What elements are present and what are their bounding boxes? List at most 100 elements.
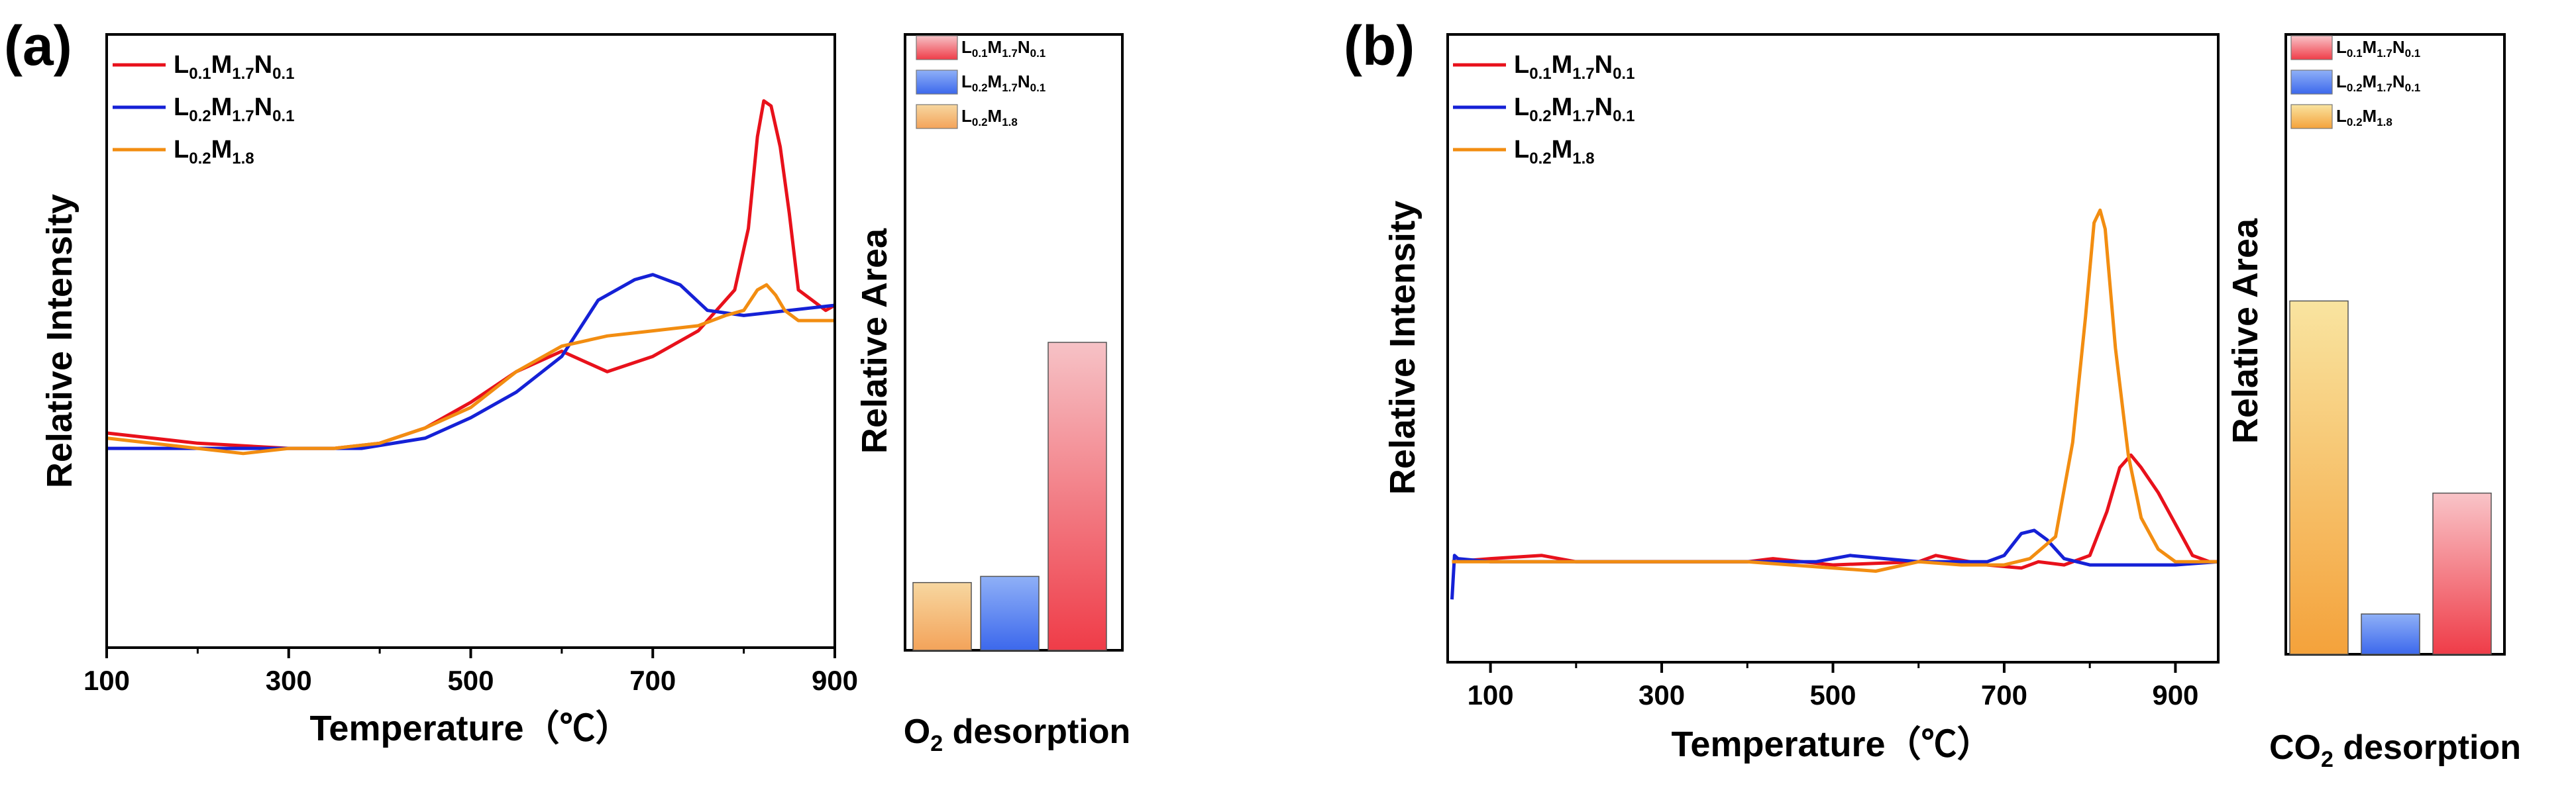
bar-y-axis-title: Relative Area [2226, 218, 2265, 444]
formula-subscript: 1.7 [232, 107, 254, 125]
formula-symbol: L [1514, 93, 1529, 121]
formula-subscript: 0.2 [1529, 107, 1551, 125]
caption-subscript: 2 [930, 731, 943, 756]
caption-text: CO [2269, 728, 2321, 767]
formula-subscript: 0.1 [2405, 81, 2421, 94]
formula-symbol: M [988, 106, 1002, 126]
x-tick-label: 300 [266, 665, 312, 696]
formula-symbol: N [2392, 37, 2405, 57]
x-tick-label: 100 [1468, 679, 1514, 711]
panel-b: (b) 100 300 500 700 900 Relative Intensity Temp… [1344, 15, 2521, 772]
bar-LM [912, 581, 972, 651]
formula-symbol: L [2336, 37, 2347, 57]
legend-label-LMN02: L0.2M1.7N0.1 [174, 93, 294, 125]
formula-subscript: 1.7 [2377, 81, 2392, 94]
bar-legend-label-LMN01: L0.1M1.7N0.1 [961, 37, 1046, 60]
formula-subscript: 1.8 [2377, 116, 2392, 128]
legend-label-LM: L0.2M1.8 [1514, 136, 1595, 168]
formula-subscript: 0.1 [272, 107, 294, 125]
formula-symbol: N [254, 51, 272, 79]
legend-label-LMN01: L0.1M1.7N0.1 [1514, 51, 1635, 83]
formula-subscript: 1.7 [1572, 65, 1594, 83]
x-tick-label: 300 [1638, 679, 1685, 711]
x-tick-label: 700 [629, 665, 676, 696]
formula-subscript: 1.8 [1572, 150, 1594, 168]
formula-symbol: L [174, 93, 189, 121]
x-axis-title: Temperature（℃） [309, 709, 631, 748]
formula-subscript: 0.2 [972, 81, 988, 94]
caption-text: desorption [943, 713, 1130, 751]
bar-legend-swatch-LMN02 [916, 70, 958, 95]
formula-symbol: L [174, 51, 189, 79]
formula-subscript: 1.7 [1002, 47, 1018, 60]
bar-legend-swatch-LM [2290, 104, 2333, 129]
formula-subscript: 0.1 [1613, 107, 1635, 125]
formula-subscript: 0.1 [2405, 47, 2421, 60]
series-line-LM [1452, 208, 2218, 573]
formula-subscript: 0.1 [189, 65, 211, 83]
caption-text: O [904, 713, 930, 751]
legend-label-LMN01: L0.1M1.7N0.1 [174, 51, 294, 83]
formula-symbol: L [961, 106, 972, 126]
formula-symbol: M [211, 136, 233, 164]
x-tick-label: 700 [1981, 679, 2027, 711]
legend-label-LMN02: L0.2M1.7N0.1 [1514, 93, 1635, 125]
formula-symbol: L [961, 72, 972, 91]
formula-symbol: L [1514, 136, 1529, 164]
legend-label-LM: L0.2M1.8 [174, 136, 254, 168]
bar-LMN02 [980, 575, 1040, 651]
formula-symbol: N [1595, 51, 1613, 79]
x-tick-label: 900 [2152, 679, 2198, 711]
bar-legend-swatch-LMN01 [916, 35, 958, 60]
formula-subscript: 0.1 [1030, 81, 1046, 94]
formula-symbol: N [1018, 72, 1030, 91]
formula-symbol: N [1595, 93, 1613, 121]
formula-subscript: 1.8 [1002, 116, 1018, 128]
caption-subscript: 2 [2321, 747, 2334, 772]
y-axis-title: Relative Intensity [1383, 201, 1422, 495]
formula-subscript: 1.7 [232, 65, 254, 83]
formula-symbol: L [2336, 106, 2347, 126]
formula-symbol: M [2363, 37, 2377, 57]
caption-text: desorption [2334, 728, 2521, 767]
bar-legend-swatch-LM [916, 104, 958, 129]
panel-label: (b) [1344, 15, 1415, 77]
formula-symbol: M [988, 72, 1002, 91]
formula-subscript: 0.2 [1529, 150, 1551, 168]
bar-legend-swatch-LMN02 [2290, 70, 2333, 95]
bar-legend-label-LM: L0.2M1.8 [2336, 106, 2392, 128]
plot-frame [105, 33, 836, 649]
formula-symbol: M [1552, 51, 1573, 79]
formula-subscript: 0.1 [972, 47, 988, 60]
formula-symbol: M [988, 37, 1002, 57]
formula-subscript: 1.8 [232, 150, 254, 168]
formula-symbol: L [174, 136, 189, 164]
formula-subscript: 0.2 [189, 150, 211, 168]
bar-legend-label-LMN02: L0.2M1.7N0.1 [961, 72, 1046, 94]
formula-symbol: M [1552, 93, 1573, 121]
formula-subscript: 0.2 [2347, 81, 2363, 94]
x-tick-label: 900 [812, 665, 858, 696]
formula-symbol: M [211, 51, 233, 79]
formula-subscript: 1.7 [1002, 81, 1018, 94]
formula-subscript: 1.7 [2377, 47, 2392, 60]
x-tick-label: 500 [1809, 679, 1856, 711]
y-axis-title: Relative Intensity [40, 194, 80, 488]
bar-caption: CO2 desorption [2269, 728, 2521, 772]
series-line-LMN01 [1452, 453, 2218, 570]
formula-symbol: L [2336, 72, 2347, 91]
bar-y-axis-title: Relative Area [855, 228, 894, 454]
formula-symbol: L [1514, 51, 1529, 79]
bar-legend-label-LMN01: L0.1M1.7N0.1 [2336, 37, 2420, 60]
formula-symbol: L [961, 37, 972, 57]
formula-subscript: 0.2 [972, 116, 988, 128]
formula-subscript: 0.1 [1613, 65, 1635, 83]
formula-symbol: N [2392, 72, 2405, 91]
formula-subscript: 0.1 [1030, 47, 1046, 60]
bar-legend-label-LM: L0.2M1.8 [961, 106, 1018, 128]
bar-LMN01 [2432, 492, 2492, 655]
x-axis-title: Temperature（℃） [1671, 724, 1992, 764]
formula-subscript: 0.1 [1529, 65, 1551, 83]
formula-subscript: 0.2 [2347, 116, 2363, 128]
